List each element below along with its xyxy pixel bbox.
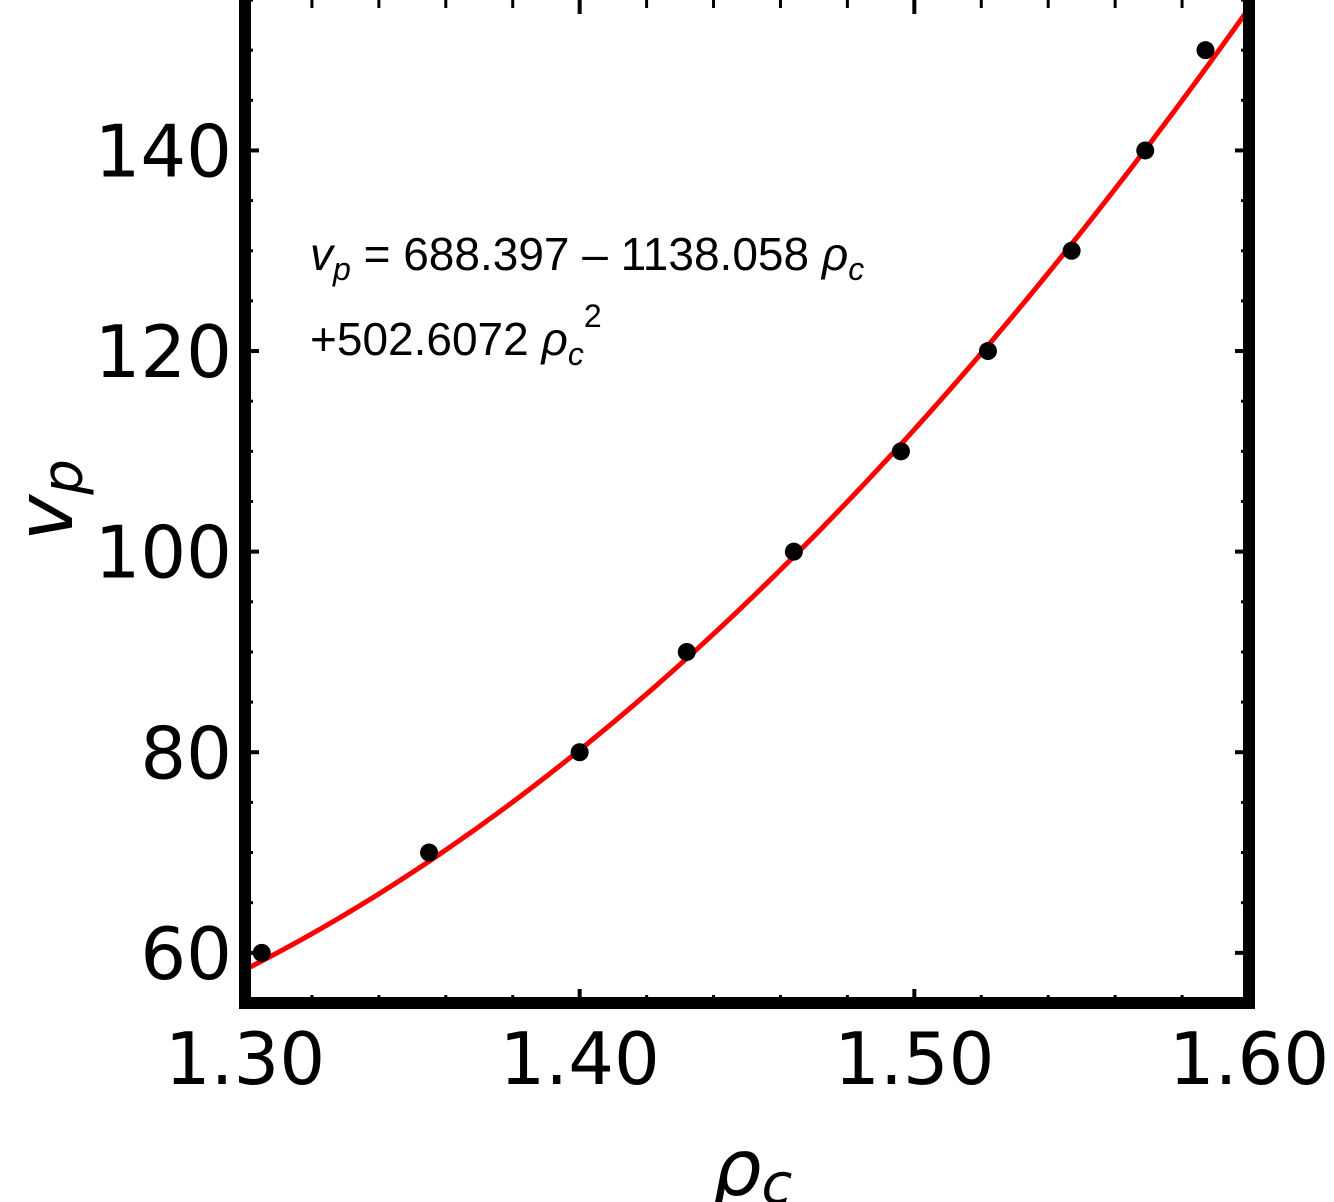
data-point <box>570 743 589 762</box>
y-tick-label: 80 <box>140 711 232 795</box>
y-axis-title-sub: p <box>31 459 96 496</box>
x-tick-label: 1.60 <box>1169 1017 1329 1101</box>
plot-frame <box>239 0 1255 1009</box>
x-axis-title-sub: c <box>762 1152 793 1202</box>
data-point <box>677 642 696 661</box>
data-point <box>1136 141 1155 160</box>
data-point <box>978 342 997 361</box>
eq1-var-sub: p <box>332 251 351 287</box>
eq1-rho-sub: c <box>848 251 864 287</box>
data-point <box>784 542 803 561</box>
x-tick-label: 1.50 <box>834 1017 994 1101</box>
fit-equation-line-2: +502.6072 ρc2 <box>310 298 602 372</box>
x-axis-title-main: ρ <box>712 1124 762 1202</box>
data-point <box>252 943 271 962</box>
data-point <box>420 843 439 862</box>
x-axis-title: ρc <box>712 1124 793 1202</box>
data-point <box>1196 41 1215 60</box>
fit-equation-line-1: vp = 688.397 – 1138.058 ρc <box>310 228 864 287</box>
eq2-sup: 2 <box>584 298 602 334</box>
y-axis-title-main: v <box>1 493 91 541</box>
eq1-rhs: = 688.397 – 1138.058 <box>351 228 822 280</box>
eq2-rho-sub: c <box>568 336 584 372</box>
y-tick-label: 120 <box>95 310 232 394</box>
fit-curve <box>243 6 1252 972</box>
labels-layer: 1.30 1.40 1.50 1.60 60 80 100 120 140 <box>95 109 1330 1101</box>
y-tick-label: 60 <box>140 912 232 996</box>
points-layer <box>252 41 1215 962</box>
y-tick-label: 140 <box>95 109 232 193</box>
data-point <box>1062 241 1081 260</box>
eq1-var: v <box>310 228 336 280</box>
eq2-rho: ρ <box>540 313 568 365</box>
eq1-rho: ρ <box>820 228 848 280</box>
ticks-layer <box>243 0 1251 1005</box>
y-tick-label: 100 <box>95 511 232 595</box>
y-axis-title: vp <box>1 459 96 541</box>
eq2-prefix: +502.6072 <box>310 313 542 365</box>
data-point <box>891 442 910 461</box>
x-tick-label: 1.30 <box>165 1017 325 1101</box>
x-tick-label: 1.40 <box>500 1017 660 1101</box>
